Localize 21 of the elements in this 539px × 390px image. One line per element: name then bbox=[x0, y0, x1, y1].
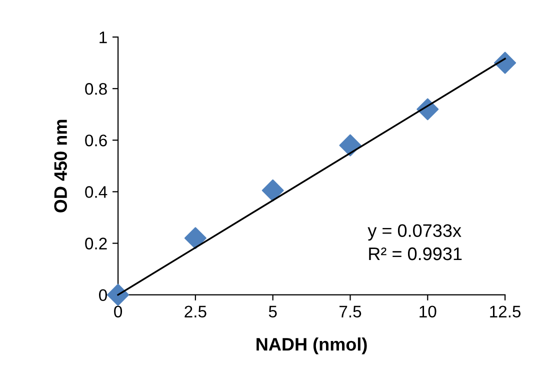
y-axis-title: OD 450 nm bbox=[54, 120, 67, 212]
y-tick-label: 0.8 bbox=[85, 83, 107, 95]
point bbox=[494, 52, 516, 74]
x-tick-label: 12.5 bbox=[490, 306, 521, 318]
x-tick-label: 10 bbox=[420, 306, 436, 318]
y-tick-label: 0.4 bbox=[85, 186, 108, 198]
y-tick-label: 1 bbox=[100, 32, 107, 44]
x-tick-label: 0 bbox=[114, 306, 122, 318]
point bbox=[339, 134, 362, 156]
x-tick-label: 2.5 bbox=[184, 306, 206, 318]
x-tick-label: 5 bbox=[268, 306, 277, 318]
point bbox=[262, 179, 284, 202]
x-tick-label: 7.5 bbox=[340, 306, 362, 318]
annotation: R² = 0.9931 bbox=[369, 247, 462, 260]
annotation: y = 0.0733x bbox=[368, 224, 462, 241]
x-axis-title: NADH (nmol) bbox=[256, 337, 367, 354]
y-tick-label: 0.2 bbox=[85, 238, 107, 250]
point bbox=[107, 284, 130, 306]
y-tick-label: 0 bbox=[99, 289, 107, 302]
y-tick-label: 0.6 bbox=[85, 134, 107, 146]
point bbox=[184, 227, 206, 250]
